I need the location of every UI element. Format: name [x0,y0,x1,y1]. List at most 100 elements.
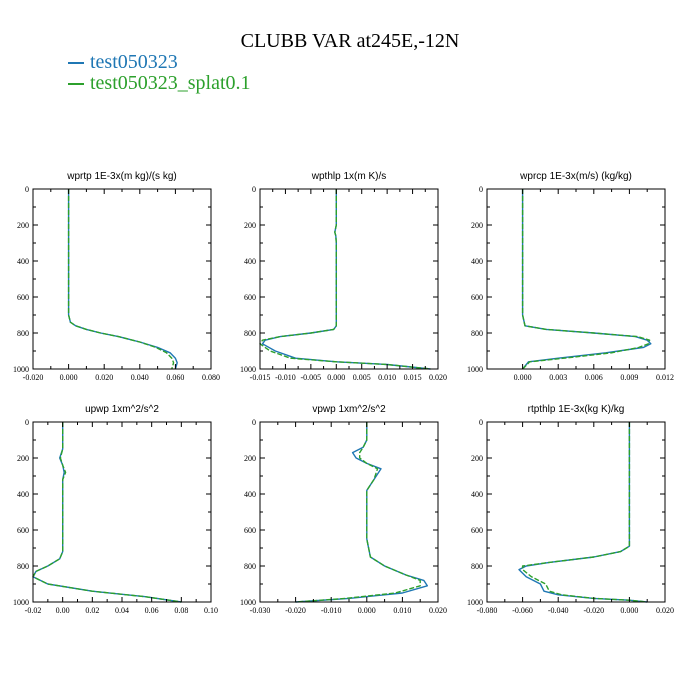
x-tick-label: -0.010 [321,606,342,615]
x-tick-label: 0.000 [60,373,78,382]
y-tick-label: 600 [17,293,29,302]
plot-frame [486,421,666,603]
chart-title: vpwp 1xm^2/s^2 [312,404,386,415]
series-line-test050323 [518,422,648,603]
x-tick-label: 0.003 [549,373,567,382]
x-tick-label: 0.020 [656,606,674,615]
x-tick-label: 0.00 [56,606,70,615]
plot-frame [486,188,666,370]
y-tick-label: 600 [17,526,29,535]
series-line-test050323 [261,189,431,370]
chart-panel-3: wprcp 1E-3x(m/s) (kg/kg) 0 200 400 600 800 100… [467,171,674,382]
y-tick-label: 800 [471,329,483,338]
x-tick-label: -0.005 [301,373,322,382]
y-tick-label: 600 [244,293,256,302]
y-tick-label: 400 [244,490,256,499]
y-tick-label: 0 [25,418,29,427]
x-tick-label: 0.000 [620,606,638,615]
chart-title: wpthlp 1x(m K)/s [311,171,386,182]
legend-label: test050323_splat0.1 [90,72,251,94]
y-tick-label: 200 [471,454,483,463]
x-tick-label: 0.040 [131,373,149,382]
x-tick-label: 0.000 [327,373,345,382]
chart-panel-6: rtpthlp 1E-3x(kg K)/kg02004006008001000-… [467,404,674,615]
x-tick-label: 0.012 [656,373,674,382]
y-tick-label: 800 [244,329,256,338]
chart-panel-5: vpwp 1xm^2/s^2 0 200 400 600 800 1000-0.030 -0.… [240,404,447,615]
x-tick-label: -0.020 [285,606,306,615]
x-tick-label: 0.06 [145,606,159,615]
x-tick-label: -0.040 [548,606,569,615]
x-tick-label: -0.020 [583,606,604,615]
y-tick-label: 600 [244,526,256,535]
series-line-test050323-splat [67,189,175,370]
legend-swatch-icon [68,83,84,86]
y-tick-label: 1000 [467,598,483,607]
chart-panel-1: wprtp 1E-3x(m kg)/(s kg) 0 200 400 600 800 100… [13,171,220,382]
plot-frame [32,188,212,370]
x-tick-label: 0.005 [353,373,371,382]
y-tick-label: 200 [471,221,483,230]
chart-panel-4: upwp 1xm^2/s^2 0 200 400 600 800 1000-0.02 0.00… [13,404,218,615]
chart-panel-2: wpthlp 1x(m K)/s02004006008001000-0.015-… [240,171,447,382]
y-tick-label: 1000 [240,598,256,607]
y-tick-label: 400 [471,257,483,266]
y-tick-label: 200 [244,454,256,463]
x-tick-label: 0.006 [585,373,603,382]
y-tick-label: 200 [17,221,29,230]
x-tick-label: -0.020 [23,373,44,382]
x-tick-label: 0.02 [85,606,99,615]
x-tick-label: -0.02 [25,606,42,615]
y-tick-label: 800 [17,562,29,571]
x-tick-label: 0.04 [115,606,129,615]
x-tick-label: 0.010 [378,373,396,382]
y-tick-label: 0 [479,185,483,194]
x-tick-label: 0.10 [204,606,218,615]
plot-frame [259,188,439,370]
legend-item-test050323-splat: test050323_splat0.1 [68,72,251,95]
x-tick-label: 0.060 [166,373,184,382]
y-tick-label: 0 [252,418,256,427]
y-tick-label: 400 [244,257,256,266]
series-line-test050323-splat [521,189,651,370]
y-tick-label: 800 [471,562,483,571]
y-tick-label: 1000 [13,365,29,374]
x-tick-label: -0.060 [512,606,533,615]
y-tick-label: 1000 [13,598,29,607]
plot-frame [259,421,439,603]
y-tick-label: 1000 [467,365,483,374]
x-tick-label: 0.020 [429,606,447,615]
y-tick-label: 400 [17,257,29,266]
y-tick-label: 600 [471,526,483,535]
chart-title: wprtp 1E-3x(m kg)/(s kg) [66,171,176,182]
page-title: CLUBB VAR at245E,-12N [240,30,460,52]
series-line-test050323 [521,189,652,370]
x-tick-label: 0.020 [95,373,113,382]
series-line-test050323 [67,189,178,370]
series-line-test050323-splat [259,189,431,370]
x-tick-label: -0.015 [250,373,271,382]
y-tick-label: 600 [471,293,483,302]
plot-frame [32,421,212,603]
series-line-test050323 [32,422,182,603]
chart-title: upwp 1xm^2/s^2 [85,404,159,415]
x-tick-label: 0.010 [393,606,411,615]
y-tick-label: 400 [471,490,483,499]
y-tick-label: 400 [17,490,29,499]
y-tick-label: 200 [17,454,29,463]
y-tick-label: 0 [25,185,29,194]
x-tick-label: 0.000 [358,606,376,615]
x-tick-label: 0.015 [404,373,422,382]
legend-swatch-icon [68,62,84,65]
x-tick-label: -0.080 [477,606,498,615]
series-line-test050323-splat [32,422,182,603]
x-tick-label: 0.08 [174,606,188,615]
x-tick-label: 0.020 [429,373,447,382]
chart-title: wprcp 1E-3x(m/s) (kg/kg) [519,171,632,182]
x-tick-label: -0.010 [275,373,296,382]
y-tick-label: 800 [17,329,29,338]
x-tick-label: 0.000 [514,373,532,382]
x-tick-label: 0.009 [620,373,638,382]
y-tick-label: 1000 [240,365,256,374]
